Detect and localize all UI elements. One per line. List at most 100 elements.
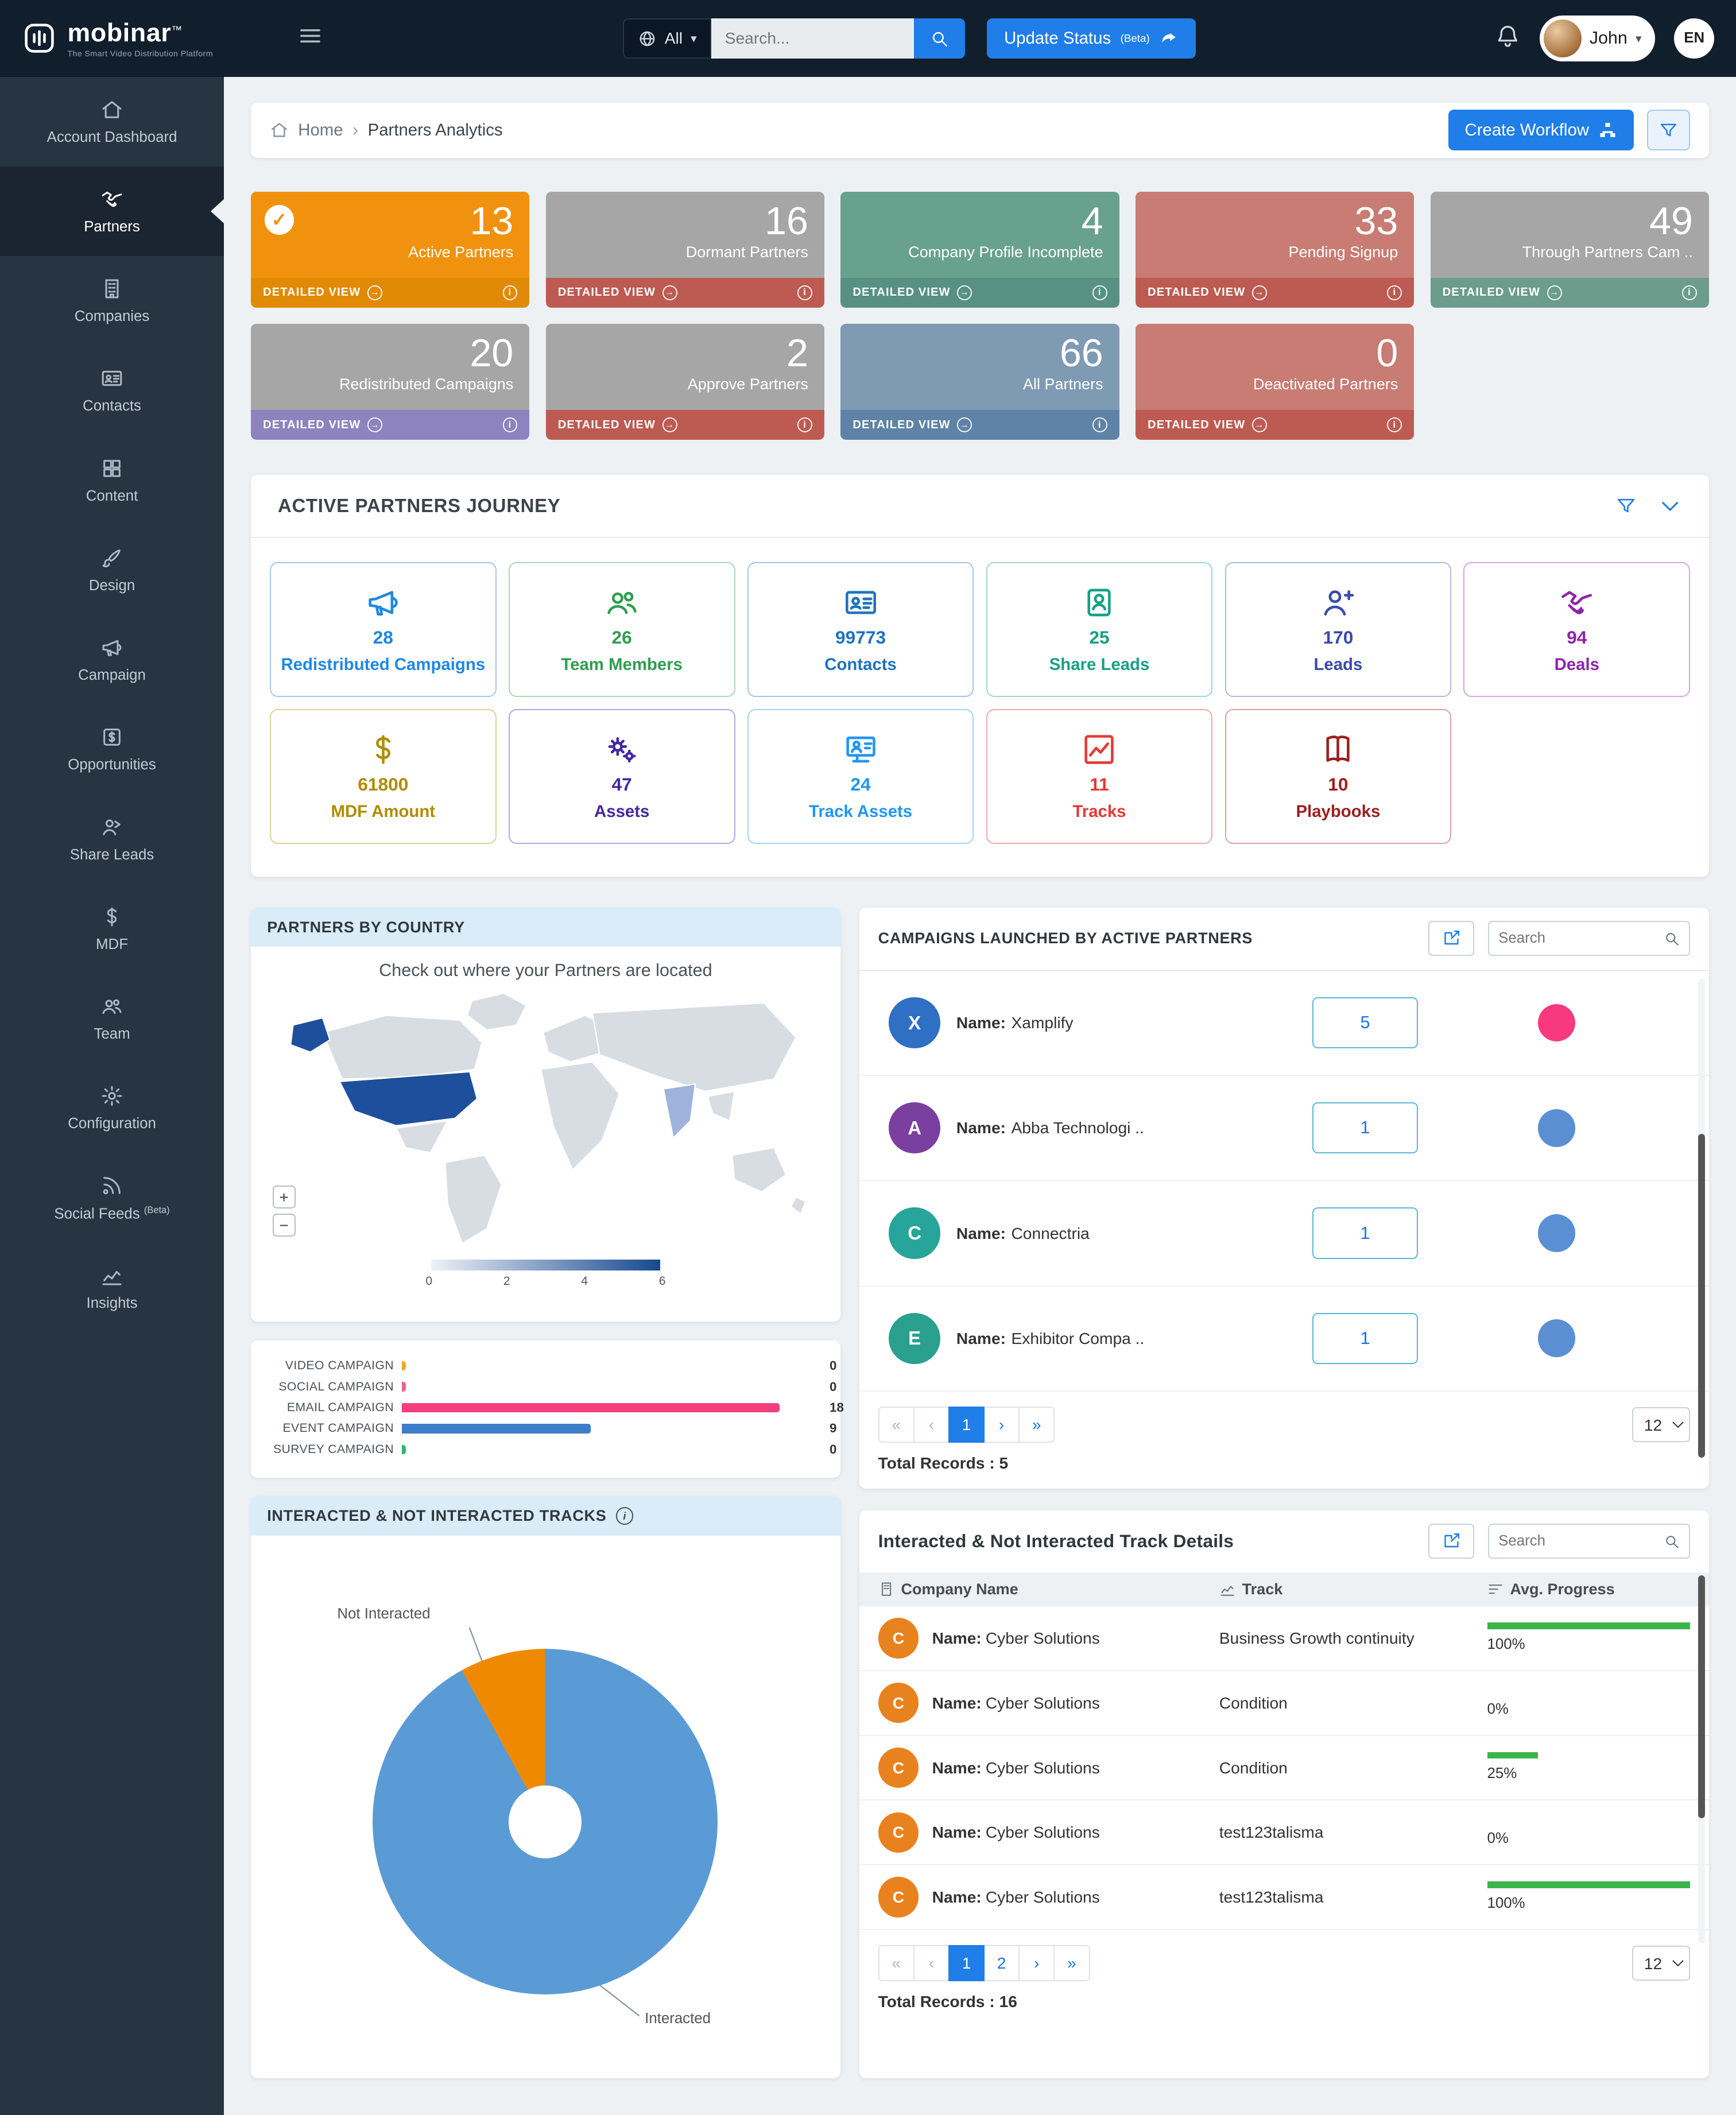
info-icon[interactable]: i [502, 417, 518, 433]
scrollbar-track[interactable] [1698, 979, 1706, 1458]
create-workflow-button[interactable]: Create Workflow [1448, 110, 1634, 150]
search-icon[interactable] [1664, 1533, 1680, 1550]
journey-tile-contacts[interactable]: 99773 Contacts [747, 562, 974, 698]
track-row[interactable]: C Name: Cyber Solutions Business Growth co… [859, 1606, 1710, 1671]
stat-value: 2 [786, 331, 808, 375]
contact-card-icon [843, 585, 878, 620]
scrollbar-thumb[interactable] [1698, 1134, 1706, 1458]
campaign-count[interactable]: 1 [1312, 1207, 1418, 1259]
campaign-row[interactable]: C Name: Connectria 1 [859, 1181, 1710, 1287]
info-icon[interactable]: i [615, 1507, 634, 1525]
detailed-view-link[interactable]: DETAILED VIEW → [1443, 285, 1562, 300]
sidebar-item-partners[interactable]: Partners [0, 166, 224, 257]
search-scope-dropdown[interactable]: All ▾ [623, 18, 712, 59]
info-icon[interactable]: i [797, 417, 812, 433]
journey-tile-share-leads[interactable]: 25 Share Leads [986, 562, 1213, 698]
sidebar-item-configuration[interactable]: Configuration [0, 1064, 224, 1153]
detailed-view-link[interactable]: DETAILED VIEW → [263, 285, 382, 300]
pagination-last-button[interactable]: » [1018, 1406, 1055, 1443]
sidebar-item-team[interactable]: Team [0, 974, 224, 1063]
detailed-view-link[interactable]: DETAILED VIEW → [558, 417, 677, 433]
page-size-select[interactable]: 12 [1632, 1945, 1691, 1981]
track-row[interactable]: C Name: Cyber Solutions Condition 25% [859, 1736, 1710, 1801]
funnel-icon[interactable] [1616, 495, 1636, 516]
pagination-page-button[interactable]: 1 [948, 1944, 985, 1982]
sidebar-item-opportunities[interactable]: Opportunities [0, 705, 224, 795]
sidebar-item-design[interactable]: Design [0, 525, 224, 615]
journey-tile-mdf-amount[interactable]: 61800 MDF Amount [269, 709, 497, 845]
pagination-prev-button[interactable]: ‹ [913, 1406, 950, 1443]
export-button[interactable] [1428, 1524, 1475, 1559]
sidebar-item-share-leads[interactable]: Share Leads [0, 795, 224, 884]
journey-tile-playbooks[interactable]: 10 Playbooks [1224, 709, 1452, 845]
progress-value: 25% [1487, 1765, 1517, 1782]
campaigns-search-input[interactable] [1498, 930, 1658, 947]
info-icon[interactable]: i [797, 285, 812, 300]
journey-tile-assets[interactable]: 47 Assets [508, 709, 735, 845]
sidebar-item-mdf[interactable]: MDF [0, 884, 224, 974]
pagination-prev-button[interactable]: ‹ [913, 1944, 950, 1982]
map-zoom-in-button[interactable]: + [272, 1186, 296, 1209]
info-icon[interactable]: i [1387, 417, 1402, 433]
export-button[interactable] [1428, 921, 1475, 956]
detailed-view-link[interactable]: DETAILED VIEW → [1148, 285, 1267, 300]
track-row[interactable]: C Name: Cyber Solutions Condition 0% [859, 1671, 1710, 1736]
update-status-button[interactable]: Update Status (Beta) [986, 18, 1196, 59]
journey-tile-track-assets[interactable]: 24 Track Assets [747, 709, 974, 845]
campaign-count[interactable]: 1 [1312, 1312, 1418, 1364]
sidebar-item-contacts[interactable]: Contacts [0, 346, 224, 436]
user-menu[interactable]: John ▾ [1539, 16, 1656, 61]
journey-tile-team-members[interactable]: 26 Team Members [508, 562, 735, 698]
journey-tile-leads[interactable]: 170 Leads [1224, 562, 1452, 698]
sidebar-item-companies[interactable]: Companies [0, 256, 224, 346]
scrollbar-thumb[interactable] [1698, 1575, 1706, 1818]
sidebar-item-campaign[interactable]: Campaign [0, 615, 224, 704]
sidebar-item-content[interactable]: Content [0, 436, 224, 525]
campaign-row[interactable]: A Name: Abba Technologi .. 1 [859, 1076, 1710, 1182]
campaign-row[interactable]: E Name: Exhibitor Compa .. 1 [859, 1287, 1710, 1392]
pagination-next-button[interactable]: › [983, 1406, 1020, 1443]
search-button[interactable] [913, 18, 965, 59]
detailed-view-link[interactable]: DETAILED VIEW → [852, 417, 972, 433]
journey-tile-tracks[interactable]: 11 Tracks [986, 709, 1213, 845]
info-icon[interactable]: i [1682, 285, 1697, 300]
notifications-button[interactable] [1495, 24, 1521, 54]
pagination-last-button[interactable]: » [1053, 1944, 1090, 1982]
campaign-row[interactable]: X Name: Xamplify 5 [859, 971, 1710, 1076]
scrollbar-track[interactable] [1698, 1575, 1706, 1944]
detailed-view-link[interactable]: DETAILED VIEW → [852, 285, 972, 300]
pagination-first-button[interactable]: « [878, 1944, 915, 1982]
map-zoom-out-button[interactable]: − [272, 1214, 296, 1237]
journey-tile-redistributed-campaigns[interactable]: 28 Redistributed Campaigns [269, 562, 497, 698]
filter-button[interactable] [1647, 110, 1691, 150]
detailed-view-link[interactable]: DETAILED VIEW → [1148, 417, 1267, 433]
campaign-count[interactable]: 1 [1312, 1102, 1418, 1154]
pagination-first-button[interactable]: « [878, 1406, 915, 1443]
detailed-view-link[interactable]: DETAILED VIEW → [263, 417, 382, 433]
detailed-view-link[interactable]: DETAILED VIEW → [558, 285, 677, 300]
track-row[interactable]: C Name: Cyber Solutions test123talisma 0% [859, 1800, 1710, 1866]
pagination-page-button[interactable]: 1 [948, 1406, 985, 1443]
chevron-down-icon[interactable] [1658, 494, 1682, 518]
campaign-count[interactable]: 5 [1312, 997, 1418, 1049]
journey-tile-deals[interactable]: 94 Deals [1463, 562, 1691, 698]
sidebar-item-insights[interactable]: Insights [0, 1243, 224, 1332]
language-button[interactable]: EN [1673, 18, 1715, 59]
sidebar-item-social-feeds[interactable]: Social Feeds (Beta) [0, 1153, 224, 1243]
search-icon[interactable] [1664, 931, 1680, 947]
page-size-select[interactable]: 12 [1632, 1407, 1691, 1443]
brand-logo[interactable]: mobinar™ The Smart Video Distribution Pl… [22, 19, 213, 58]
sidebar-item-account-dashboard[interactable]: Account Dashboard [0, 77, 224, 166]
info-icon[interactable]: i [1092, 417, 1107, 433]
pagination-page-button[interactable]: 2 [983, 1944, 1020, 1982]
pagination-next-button[interactable]: › [1018, 1944, 1055, 1982]
info-icon[interactable]: i [1387, 285, 1402, 300]
hamburger-menu-button[interactable] [297, 22, 324, 54]
track-row[interactable]: C Name: Cyber Solutions test123talisma 100… [859, 1865, 1710, 1930]
info-icon[interactable]: i [502, 285, 518, 300]
breadcrumb-home-link[interactable]: Home [298, 120, 343, 140]
search-input[interactable] [711, 18, 914, 59]
world-map[interactable]: + − [251, 983, 840, 1253]
track-details-search-input[interactable] [1498, 1533, 1658, 1550]
info-icon[interactable]: i [1092, 285, 1107, 300]
